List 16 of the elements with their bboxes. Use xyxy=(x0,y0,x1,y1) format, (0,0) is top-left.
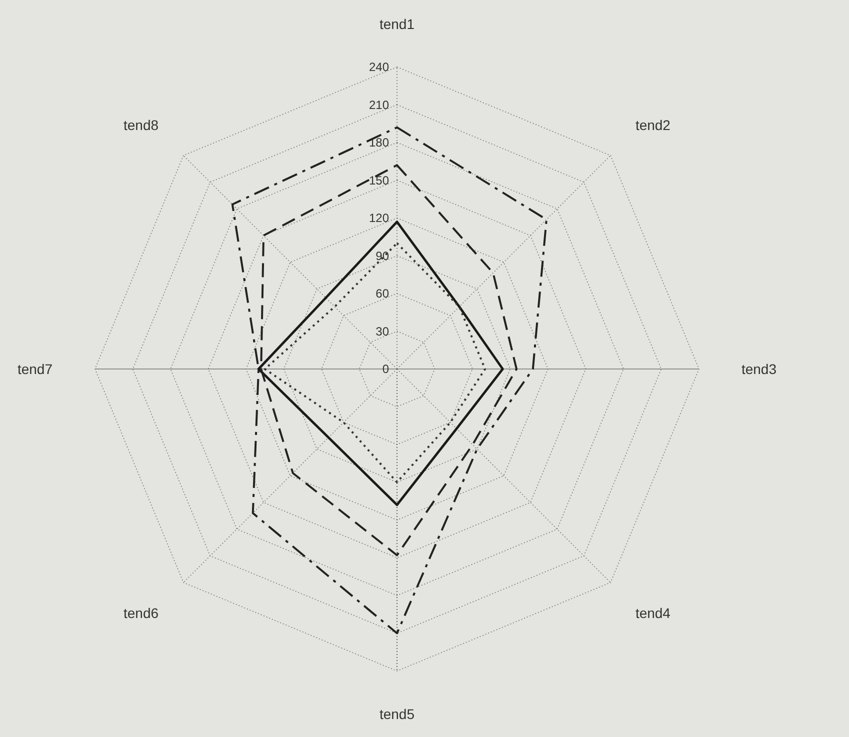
y-tick-label: 150 xyxy=(368,173,390,188)
spoke-label: tend3 xyxy=(741,361,777,377)
y-tick-label: 0 xyxy=(382,362,390,376)
spoke-label: tend8 xyxy=(124,117,159,134)
y-tick-label: 60 xyxy=(376,286,390,300)
y-tick-label: 120 xyxy=(368,211,390,225)
y-tick-label: 210 xyxy=(368,98,390,112)
y-tick-label: 90 xyxy=(376,248,390,263)
spoke-label: tend1 xyxy=(379,16,415,32)
spoke-label: tend2 xyxy=(635,117,671,134)
spoke-label: tend4 xyxy=(635,604,671,621)
spoke-label: tend7 xyxy=(17,361,53,377)
spoke-label: tend6 xyxy=(124,604,159,621)
y-tick-label: 30 xyxy=(376,324,390,338)
spoke-label: tend5 xyxy=(379,706,415,722)
y-tick-label: 240 xyxy=(368,60,390,74)
